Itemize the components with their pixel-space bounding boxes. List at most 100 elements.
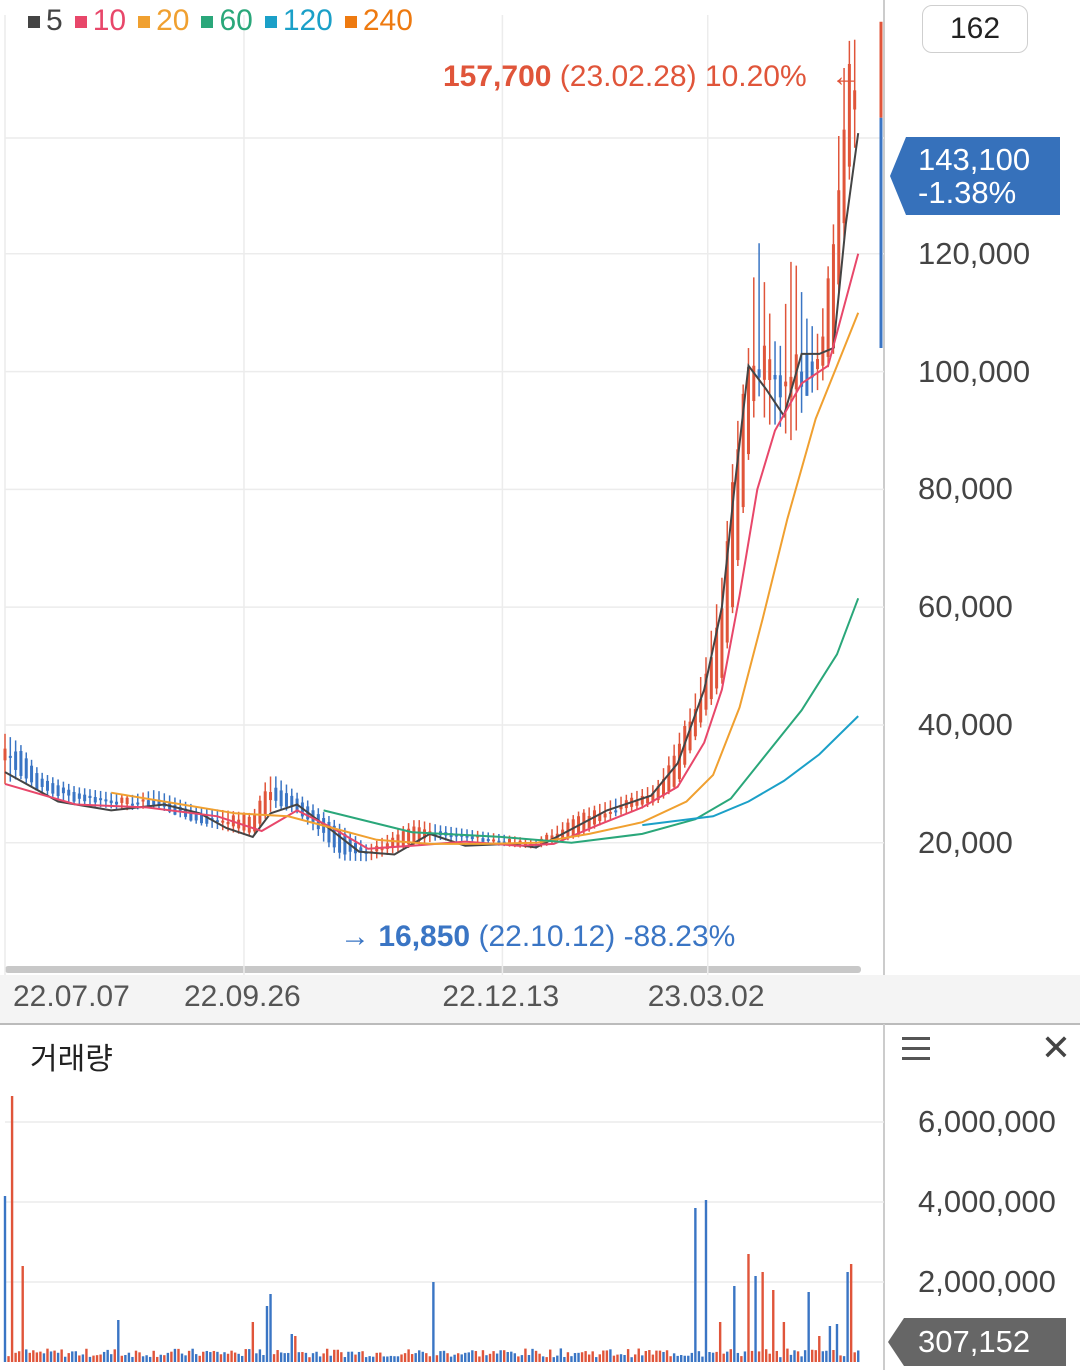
volume-bar	[715, 1351, 718, 1362]
volume-bar	[371, 1356, 375, 1362]
candle-body	[215, 820, 219, 823]
candle-body	[104, 799, 108, 802]
volume-panel-title: 거래량	[30, 1043, 113, 1076]
legend-item[interactable]: 20	[138, 4, 189, 38]
legend-item[interactable]: 10	[74, 4, 127, 38]
current-change: -1.38%	[918, 175, 1017, 210]
volume-bar	[520, 1355, 524, 1362]
candle-body	[109, 800, 113, 804]
volume-bar	[386, 1356, 389, 1362]
volume-bar	[803, 1350, 807, 1362]
volume-bar	[782, 1322, 786, 1362]
candle-body	[56, 785, 60, 796]
candle-body	[693, 709, 697, 737]
volume-bar	[269, 1294, 272, 1362]
volume-bar	[389, 1355, 393, 1362]
volume-bar	[85, 1348, 88, 1362]
volume-bar	[49, 1351, 53, 1362]
candle-body	[338, 829, 342, 853]
volume-bar	[428, 1356, 432, 1362]
volume-bar	[233, 1352, 237, 1362]
volume-bar	[446, 1353, 449, 1362]
volume-bar	[379, 1352, 382, 1362]
volume-bar	[481, 1350, 485, 1362]
volume-bar	[187, 1350, 191, 1362]
volume-bar	[474, 1351, 478, 1362]
volume-bar	[343, 1357, 347, 1362]
volume-tick-label: 6,000,000	[918, 1104, 1056, 1139]
volume-bar	[432, 1282, 435, 1362]
volume-bar	[279, 1352, 283, 1362]
volume-bar	[354, 1354, 357, 1362]
volume-bar	[811, 1349, 814, 1362]
volume-bar	[198, 1355, 201, 1362]
volume-bar	[626, 1349, 630, 1362]
legend-swatch	[138, 16, 151, 29]
volume-bar	[32, 1350, 35, 1362]
volume-bar	[825, 1350, 828, 1362]
volume-bar	[818, 1336, 821, 1362]
candle-body	[263, 791, 267, 816]
time-tick-label: 22.09.26	[183, 980, 301, 1013]
volume-bar	[205, 1350, 209, 1362]
candle-body	[253, 814, 257, 832]
volume-bar	[226, 1353, 230, 1362]
volume-bar	[711, 1352, 715, 1362]
volume-bar	[502, 1350, 506, 1362]
volume-bar	[648, 1350, 651, 1362]
candle-body	[831, 244, 835, 349]
close-icon[interactable]: ✕	[1040, 1027, 1072, 1068]
moving-average-legend: 5 10 20 60 120 240	[28, 4, 425, 38]
candle-body	[136, 802, 140, 805]
volume-bar	[315, 1351, 318, 1362]
volume-bar	[152, 1350, 155, 1362]
candle-body	[35, 773, 39, 791]
candle-body	[486, 839, 490, 842]
time-axis-strip	[0, 975, 1080, 1023]
volume-bar	[113, 1349, 116, 1362]
volume-bar	[764, 1349, 768, 1362]
candle-body	[789, 376, 793, 398]
volume-bar	[304, 1352, 308, 1362]
legend-swatch	[74, 16, 87, 29]
low-date: (22.10.12)	[478, 920, 616, 953]
volume-bar	[598, 1354, 601, 1362]
volume-bar	[789, 1354, 793, 1362]
volume-bar	[14, 1352, 17, 1362]
candle-body	[284, 793, 288, 807]
volume-bar	[25, 1349, 28, 1362]
candle-body	[752, 365, 756, 402]
menu-icon[interactable]	[902, 1037, 930, 1061]
volume-bar	[297, 1352, 301, 1362]
volume-bar	[42, 1353, 46, 1362]
candle-body	[407, 828, 411, 845]
volume-bar	[718, 1322, 722, 1362]
candle-body	[45, 780, 49, 791]
candle-body	[242, 814, 246, 831]
legend-item[interactable]: 5	[28, 4, 63, 38]
volume-bar	[311, 1353, 315, 1362]
volume-bar	[750, 1350, 754, 1362]
candle-body	[646, 797, 650, 804]
legend-item[interactable]: 240	[344, 4, 413, 38]
candle-body	[157, 799, 161, 806]
volume-bar	[3, 1196, 7, 1362]
zoom-count-box[interactable]: 162	[922, 5, 1028, 53]
volume-bar	[495, 1353, 499, 1362]
candle-body	[189, 810, 193, 821]
legend-label: 60	[219, 4, 253, 37]
volume-bar	[793, 1350, 796, 1362]
volume-bar	[287, 1352, 290, 1362]
volume-bar	[545, 1357, 548, 1362]
volume-bar	[842, 1356, 846, 1362]
legend-label: 20	[156, 4, 190, 37]
legend-item[interactable]: 60	[201, 4, 253, 38]
legend-item[interactable]: 120	[264, 4, 333, 38]
volume-bar	[800, 1356, 803, 1362]
volume-bar	[733, 1286, 736, 1362]
legend-label: 10	[92, 4, 127, 37]
volume-bar	[488, 1353, 492, 1362]
volume-bar	[216, 1351, 219, 1362]
volume-bar	[683, 1355, 686, 1362]
volume-bar	[524, 1348, 527, 1362]
